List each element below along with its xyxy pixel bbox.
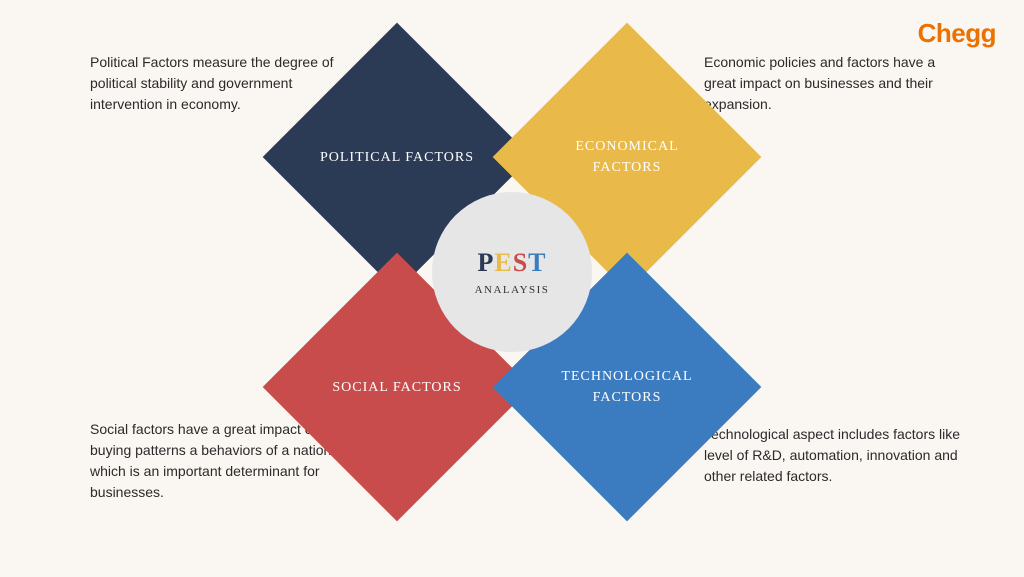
pest-diagram: POLITICAL FACTORS ECONOMICAL FACTORS SOC… [292,52,732,492]
letter-p: P [477,248,494,277]
economical-description: Economic policies and factors have a gre… [704,52,964,115]
letter-t: T [528,248,546,277]
brand-logo: Chegg [918,18,996,49]
technological-description: Technological aspect includes factors li… [704,424,964,487]
letter-e: E [494,248,512,277]
pest-acronym: PEST [477,248,546,278]
center-circle: PEST ANALAYSIS [432,192,592,352]
letter-s: S [513,248,528,277]
center-subtitle: ANALAYSIS [475,284,550,296]
